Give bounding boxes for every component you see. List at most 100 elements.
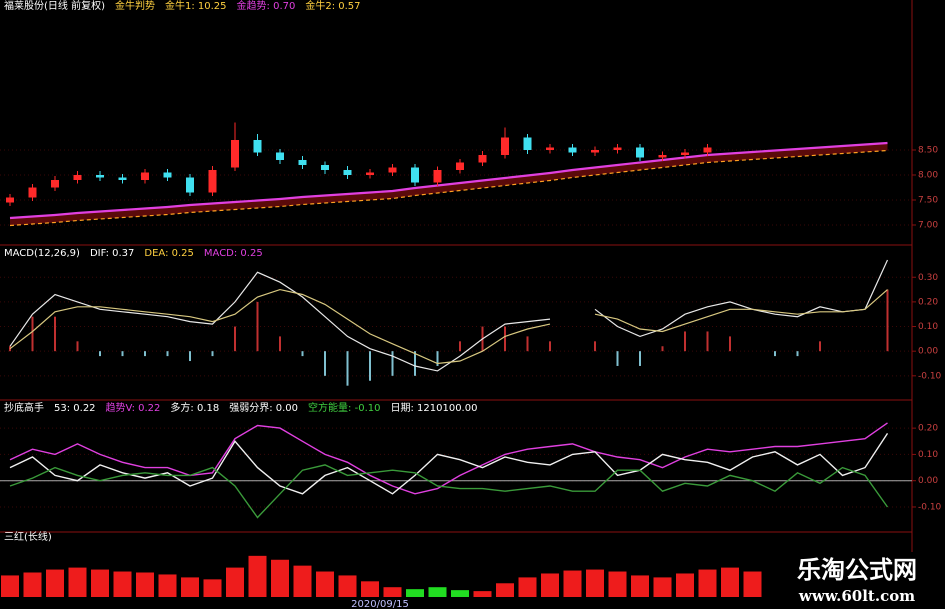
- y-tick-label: -0.10: [918, 502, 942, 512]
- panel-header: 日期: 1210100.00: [390, 402, 477, 414]
- candle-body: [51, 180, 59, 188]
- indicator-line: [9, 464, 889, 519]
- candle-body: [523, 137, 532, 150]
- bar: [586, 569, 604, 597]
- candle-body: [478, 155, 487, 163]
- y-tick-label: 8.50: [918, 146, 938, 156]
- candle-body: [613, 147, 622, 150]
- bar: [338, 575, 357, 597]
- panel-header: 强弱分界: 0.00: [229, 402, 298, 414]
- panel-header: 金牛2: 0.57: [305, 0, 360, 12]
- panel-header: 空方能量: -0.10: [308, 401, 380, 414]
- y-tick-label: 0.00: [918, 476, 938, 486]
- indicator-line: [9, 433, 889, 495]
- y-tick-label: 7.00: [918, 221, 938, 231]
- y-tick-label: 0.20: [918, 297, 938, 307]
- candle-body: [73, 175, 82, 180]
- candle-body: [636, 147, 644, 158]
- panel-header: 金趋势: 0.70: [237, 0, 296, 12]
- candle-body: [28, 187, 37, 198]
- bar: [158, 574, 177, 597]
- bar: [428, 587, 447, 597]
- candle-body: [96, 175, 104, 178]
- candle-body: [231, 140, 239, 168]
- candle-body: [501, 137, 509, 155]
- bar: [383, 587, 402, 597]
- bar: [1, 575, 19, 597]
- candle-body: [433, 170, 442, 183]
- y-tick-label: 0.30: [918, 273, 938, 283]
- bar: [46, 569, 64, 597]
- bar: [293, 565, 312, 597]
- candle-body: [456, 162, 464, 170]
- candle-body: [186, 177, 194, 193]
- candle-body: [703, 147, 712, 153]
- bar: [271, 559, 289, 597]
- bar: [608, 571, 627, 597]
- candle-body: [208, 170, 217, 193]
- bar: [203, 579, 222, 597]
- bar: [473, 591, 492, 597]
- bar: [721, 567, 739, 597]
- candle-body: [141, 172, 149, 180]
- panel-header: 福莱股份(日线 前复权): [4, 0, 105, 12]
- bar: [451, 590, 469, 597]
- candle-body: [568, 147, 577, 153]
- y-tick-label: 0.10: [918, 450, 938, 460]
- bar: [563, 570, 582, 597]
- candle-body: [163, 172, 172, 178]
- date-label: 2020/09/15: [351, 599, 409, 609]
- candle-body: [546, 147, 554, 150]
- panel-header: 多方: 0.18: [170, 401, 219, 414]
- panel-header: DEA: 0.25: [144, 248, 194, 259]
- candle-body: [276, 152, 284, 160]
- candle-body: [253, 140, 262, 153]
- bar: [676, 573, 694, 597]
- panel-header: 金牛判势: [115, 0, 155, 12]
- macd-line: [9, 288, 888, 365]
- bar: [248, 555, 267, 597]
- panel-header: MACD(12,26,9): [4, 248, 80, 259]
- bar: [23, 572, 42, 597]
- indicator-line: [9, 422, 888, 495]
- candle-body: [321, 165, 329, 170]
- candle-body: [118, 177, 127, 180]
- panel-header: 金牛1: 10.25: [165, 0, 227, 12]
- watermark-url: www.60lt.com: [798, 587, 915, 605]
- bar: [743, 571, 762, 597]
- bar: [68, 567, 87, 597]
- panel-header: 趋势V: 0.22: [106, 401, 161, 414]
- panel-header: DIF: 0.37: [90, 248, 134, 259]
- panel-header: 三红(长线): [4, 530, 52, 543]
- bar: [226, 567, 244, 597]
- candle-body: [388, 167, 397, 173]
- bar: [91, 569, 109, 597]
- candle-body: [343, 170, 352, 175]
- y-tick-label: 7.50: [918, 196, 938, 206]
- bar: [631, 575, 649, 597]
- bar: [316, 571, 334, 597]
- bar: [361, 581, 379, 597]
- panel-header: MACD: 0.25: [204, 248, 263, 259]
- bar: [406, 589, 424, 597]
- bar: [541, 573, 559, 597]
- ma-line: [9, 141, 888, 220]
- candle-body: [298, 160, 307, 165]
- y-tick-label: -0.10: [918, 371, 942, 381]
- candle-body: [681, 152, 689, 155]
- bar: [653, 577, 672, 597]
- bar: [136, 572, 154, 597]
- candle-body: [366, 172, 374, 175]
- candle-body: [658, 155, 667, 158]
- candle-body: [6, 197, 14, 203]
- y-tick-label: 8.00: [918, 171, 938, 181]
- bar: [113, 571, 132, 597]
- panel-header: 抄底高手: [4, 401, 44, 414]
- panel-header: 53: 0.22: [54, 403, 96, 414]
- y-tick-label: 0.10: [918, 322, 938, 332]
- bar: [518, 577, 537, 597]
- watermark-title: 乐淘公式网: [797, 556, 917, 584]
- candle-body: [591, 150, 599, 153]
- y-tick-label: 0.00: [918, 347, 938, 357]
